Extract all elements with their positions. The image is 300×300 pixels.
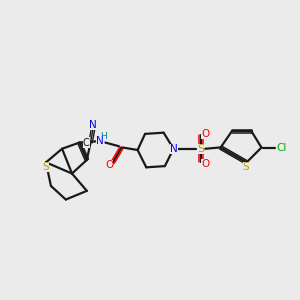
Text: S: S xyxy=(243,162,249,172)
Text: S: S xyxy=(43,162,49,172)
Text: S: S xyxy=(197,144,204,154)
Text: N: N xyxy=(96,136,104,146)
Text: H: H xyxy=(100,132,107,141)
Text: Cl: Cl xyxy=(276,142,286,152)
Text: O: O xyxy=(202,159,210,169)
Text: C: C xyxy=(83,138,89,148)
Text: O: O xyxy=(105,160,113,170)
Text: O: O xyxy=(202,129,210,139)
Text: N: N xyxy=(89,120,97,130)
Text: N: N xyxy=(170,144,177,154)
